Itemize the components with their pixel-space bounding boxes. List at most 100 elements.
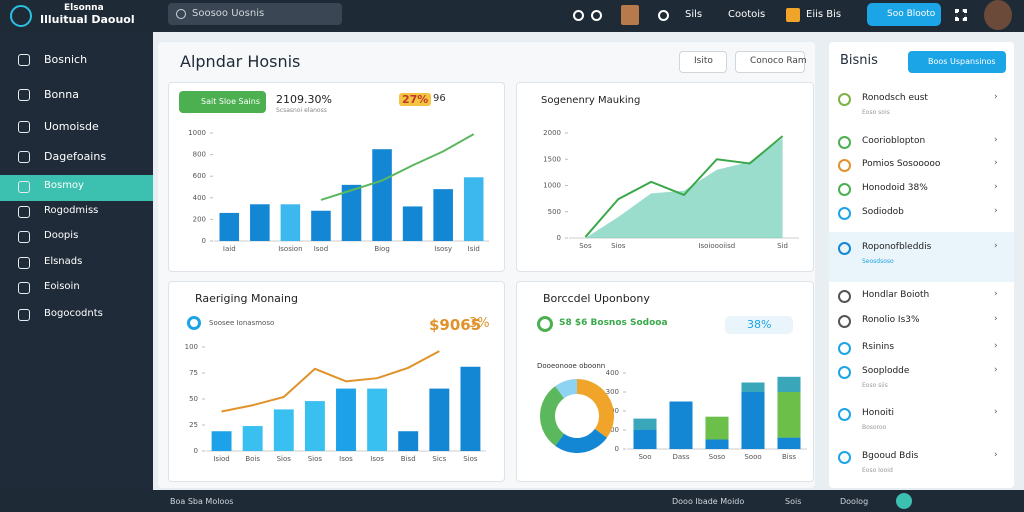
item-label[interactable]: Ronolio Is3% <box>862 315 920 325</box>
item-label[interactable]: Coorioblopton <box>862 136 926 146</box>
chevron[interactable]: › <box>994 450 998 460</box>
line <box>584 135 784 238</box>
chevron[interactable]: › <box>994 206 998 216</box>
line <box>221 350 440 413</box>
chevron[interactable]: › <box>994 92 998 102</box>
nav-icon[interactable] <box>18 257 30 269</box>
header-button[interactable]: Conoco Ram <box>735 51 807 73</box>
chevron[interactable]: › <box>994 407 998 417</box>
bar <box>777 437 801 449</box>
chevron[interactable]: › <box>994 158 998 168</box>
nav-item[interactable]: Bonna <box>44 88 79 101</box>
x-tick-label: Biss <box>782 453 796 461</box>
item-label[interactable]: Hondlar Boioth <box>862 290 930 300</box>
item-label[interactable]: Honoiti <box>862 408 895 418</box>
nav-item[interactable]: Bosnich <box>44 53 88 66</box>
item-label[interactable]: Ronodsch eust <box>862 93 928 103</box>
chevron[interactable]: › <box>994 365 998 375</box>
nav-item[interactable]: Bogocodnts <box>44 308 103 319</box>
pill-text: 38% <box>747 318 772 331</box>
right-title: Bisnis <box>840 53 878 68</box>
item-icon[interactable] <box>838 136 851 149</box>
nav-icon[interactable] <box>18 282 30 294</box>
nav-icon[interactable] <box>18 206 30 218</box>
item-label[interactable]: Rsinins <box>862 342 895 352</box>
x-tick-label: Sios <box>463 455 478 463</box>
nav-icon[interactable] <box>18 181 30 193</box>
bar <box>705 439 729 449</box>
chevron[interactable]: › <box>994 314 998 324</box>
bar <box>429 388 450 451</box>
item-icon[interactable] <box>838 315 851 328</box>
bar <box>250 204 270 241</box>
footer-link[interactable]: Sois <box>785 497 802 506</box>
chevron[interactable]: › <box>994 182 998 192</box>
search-box[interactable]: Soosoo Uosnis <box>168 3 342 25</box>
chart: 0 25 50 75 100 Isiod Bois Sios Sios Isos Isos Bisd S… <box>185 343 486 463</box>
nav-icon[interactable] <box>18 54 30 66</box>
nav-icon[interactable] <box>18 309 30 321</box>
y-tick-label: 100 <box>606 426 619 434</box>
nav-icon[interactable] <box>18 231 30 243</box>
icon[interactable] <box>658 10 669 21</box>
chevron[interactable]: › <box>994 241 998 251</box>
y-tick-label: 400 <box>193 194 206 202</box>
nav-item[interactable]: Bosmoy <box>44 180 84 191</box>
nav-icon[interactable] <box>18 121 30 133</box>
item-label[interactable]: Honodoid 38% <box>862 183 928 193</box>
item-icon[interactable] <box>838 183 851 196</box>
card: Borccdel Uponbony S8 $6 Bosnos Sodooa 38% D… <box>516 281 814 482</box>
item-icon[interactable] <box>838 207 851 220</box>
nav-item[interactable]: Elsnads <box>44 256 83 267</box>
item-icon[interactable] <box>838 342 851 355</box>
icon[interactable] <box>573 10 584 21</box>
top-link[interactable]: Cootois <box>728 9 766 20</box>
item-icon[interactable] <box>838 93 851 106</box>
nav-item[interactable]: Rogodmiss <box>44 205 99 216</box>
top-link[interactable]: Eiis Bis <box>806 9 842 20</box>
item-label[interactable]: Sodiodob <box>862 207 904 217</box>
item-icon[interactable] <box>838 159 851 172</box>
item-label[interactable]: Sooplodde <box>862 366 910 376</box>
nav-item[interactable]: Doopis <box>44 230 79 241</box>
footer-icon[interactable] <box>896 493 912 509</box>
top-link[interactable]: Sils <box>685 9 703 20</box>
item-icon[interactable] <box>838 366 851 379</box>
chevron[interactable]: › <box>994 135 998 145</box>
item-sub: Bosoroo <box>862 424 887 431</box>
bar <box>311 210 331 241</box>
header-button[interactable]: Isito <box>679 51 727 73</box>
item-icon[interactable] <box>838 408 851 421</box>
apps-icon[interactable] <box>955 9 967 21</box>
item-icon[interactable] <box>838 290 851 303</box>
logo <box>10 5 32 27</box>
icon[interactable] <box>591 10 602 21</box>
top-button[interactable]: Soo Blooto <box>867 3 941 26</box>
item-sub: Eoso sois <box>862 109 890 116</box>
bar <box>367 388 388 451</box>
item-label[interactable]: Pomios Sosooooo <box>862 159 941 169</box>
right-button[interactable]: Boos Uspansinos <box>908 51 1006 73</box>
nav-item[interactable]: Dagefoains <box>44 150 107 163</box>
item-label[interactable]: Roponofbleddis <box>862 242 932 252</box>
x-tick-label: Sos <box>579 242 592 250</box>
chevron[interactable]: › <box>994 341 998 351</box>
item-label[interactable]: Bgooud Bdis <box>862 451 919 461</box>
nav-item[interactable]: Uomoisde <box>44 120 99 133</box>
bar <box>304 401 325 451</box>
x-tick-label: Biog <box>374 245 389 253</box>
card-icon <box>537 316 553 332</box>
nav-icon[interactable] <box>18 151 30 163</box>
x-tick-label: Sios <box>308 455 323 463</box>
sidebar <box>0 32 153 490</box>
footer-link[interactable]: Dooo Ibade Moido <box>672 497 745 506</box>
notify-icon <box>786 8 800 22</box>
chevron[interactable]: › <box>994 289 998 299</box>
nav-item[interactable]: Eoisoin <box>44 281 80 292</box>
user-avatar[interactable] <box>984 0 1012 30</box>
nav-icon[interactable] <box>18 89 30 101</box>
item-icon[interactable] <box>838 242 851 255</box>
bar <box>336 388 356 451</box>
item-icon[interactable] <box>838 451 851 464</box>
footer-link[interactable]: Doolog <box>840 497 869 506</box>
